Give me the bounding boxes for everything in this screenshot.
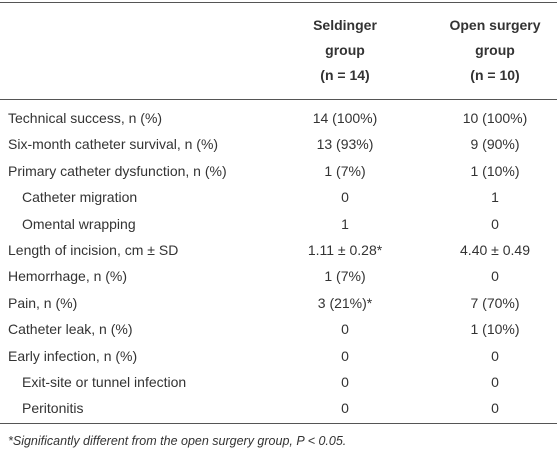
cell-value: 0 xyxy=(341,321,349,338)
cell-value: 0 xyxy=(491,374,499,390)
cell-value: 0 xyxy=(491,268,499,285)
cell-value: 0 xyxy=(491,400,499,417)
cell-value: 4.40 ± 0.49 xyxy=(460,242,530,258)
row-label: Technical success, n (%) xyxy=(8,110,163,126)
cell-value: 1 (7%) xyxy=(324,268,366,285)
header-cell: (n = 14) xyxy=(320,67,370,83)
row-label: Pain, n (%) xyxy=(8,294,78,311)
cell-value: 0 xyxy=(341,400,349,417)
footnote: *Significantly different from the open s… xyxy=(8,434,347,448)
cell-value: 0 xyxy=(341,374,349,390)
cell-value: 1 (10%) xyxy=(470,162,520,179)
cell-value: 0 xyxy=(341,189,349,206)
cell-value: 1.11 ± 0.28* xyxy=(307,242,383,258)
cell-value: 1 xyxy=(341,215,349,232)
cell-value: 1 (10%) xyxy=(470,321,520,338)
cell-value: 10 (100%) xyxy=(462,110,528,126)
header-cell: (n = 10) xyxy=(470,67,520,83)
header-cell: Open surgery xyxy=(449,17,541,33)
row-label: Peritonitis xyxy=(22,400,84,417)
cell-value: 14 (100%) xyxy=(312,110,378,126)
cell-value: 1 (7%) xyxy=(324,162,366,179)
cell-value: 9 (90%) xyxy=(470,136,520,153)
cell-value: 3 (21%)* xyxy=(317,294,373,311)
cell-value: 13 (93%) xyxy=(316,136,374,153)
row-label: Early infection, n (%) xyxy=(8,347,138,364)
header-cell: Seldinger xyxy=(313,17,377,33)
cell-value: 0 xyxy=(491,215,499,232)
top-rule xyxy=(0,2,557,3)
row-label: Primary catheter dysfunction, n (%) xyxy=(8,162,227,179)
header-cell: group xyxy=(475,42,515,58)
cell-value: 0 xyxy=(341,347,349,364)
row-label: Length of incision, cm ± SD xyxy=(8,242,179,258)
cell-value: 1 xyxy=(491,189,499,206)
row-label: Hemorrhage, n (%) xyxy=(8,268,128,285)
cell-value: 0 xyxy=(491,347,499,364)
row-label: Exit-site or tunnel infection xyxy=(22,374,187,390)
row-label: Six-month catheter survival, n (%) xyxy=(8,136,219,153)
header-rule xyxy=(0,99,557,100)
row-label: Omental wrapping xyxy=(22,215,136,232)
header-cell: group xyxy=(325,42,365,58)
cell-value: 7 (70%) xyxy=(470,294,520,311)
bottom-rule xyxy=(0,423,557,424)
row-label: Catheter migration xyxy=(22,189,138,206)
row-label: Catheter leak, n (%) xyxy=(8,321,133,338)
